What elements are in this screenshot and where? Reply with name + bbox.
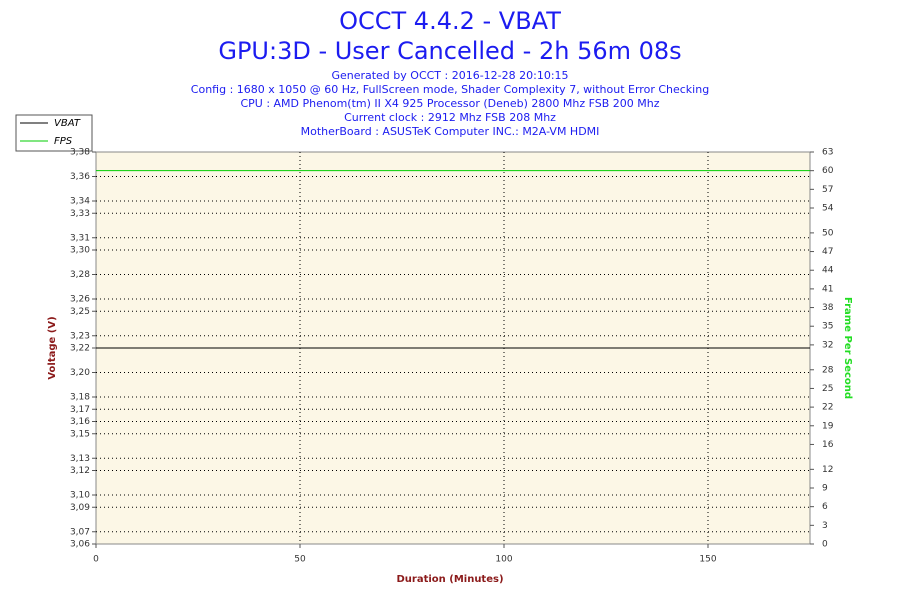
x-tick-label: 100 xyxy=(495,555,512,565)
y-tick-label: 3,20 xyxy=(70,368,90,378)
y2-tick-label: 41 xyxy=(822,284,833,294)
y2-tick-label: 47 xyxy=(822,247,833,257)
y2-tick-label: 38 xyxy=(822,303,834,313)
y-tick-label: 3,13 xyxy=(70,454,90,464)
y-tick-label: 3,06 xyxy=(70,540,90,550)
y-tick-label: 3,33 xyxy=(70,209,90,219)
legend xyxy=(15,114,93,152)
y2-tick-label: 22 xyxy=(822,403,833,413)
y-tick-label: 3,31 xyxy=(70,233,90,243)
y2-tick-label: 25 xyxy=(822,384,833,394)
info-line: Current clock : 2912 Mhz FSB 208 Mhz xyxy=(344,111,556,124)
y2-tick-label: 12 xyxy=(822,465,833,475)
info-line: MotherBoard : ASUSTeK Computer INC.: M2A… xyxy=(301,125,600,138)
legend-label: FPS xyxy=(54,136,73,147)
y2-tick-label: 57 xyxy=(822,185,833,195)
chart-title: OCCT 4.4.2 - VBAT xyxy=(339,7,561,35)
y-tick-label: 3,34 xyxy=(70,197,90,207)
y-tick-label: 3,16 xyxy=(70,417,90,427)
y-axis-label: Voltage (V) xyxy=(47,316,58,379)
y2-tick-label: 35 xyxy=(822,322,833,332)
x-tick-label: 150 xyxy=(699,555,716,565)
x-tick-label: 0 xyxy=(93,555,99,565)
info-line: Generated by OCCT : 2016-12-28 20:10:15 xyxy=(331,69,568,82)
y-tick-label: 3,26 xyxy=(70,295,90,305)
y-tick-label: 3,10 xyxy=(70,491,90,501)
y-tick-label: 3,17 xyxy=(70,405,90,415)
y-tick-label: 3,15 xyxy=(70,429,90,439)
y-tick-label: 3,22 xyxy=(70,344,90,354)
y-tick-label: 3,09 xyxy=(70,503,90,513)
y2-tick-label: 9 xyxy=(822,484,828,494)
y2-tick-label: 0 xyxy=(822,540,828,550)
info-line: CPU : AMD Phenom(tm) II X4 925 Processor… xyxy=(240,97,659,110)
legend-label: VBAT xyxy=(54,118,81,129)
y-tick-label: 3,18 xyxy=(70,393,90,403)
y-tick-label: 3,38 xyxy=(70,148,90,158)
y2-tick-label: 16 xyxy=(822,440,834,450)
y2-tick-label: 60 xyxy=(822,166,834,176)
y-tick-label: 3,25 xyxy=(70,307,90,317)
y-tick-label: 3,07 xyxy=(70,527,90,537)
y-tick-label: 3,28 xyxy=(70,270,90,280)
y-tick-label: 3,23 xyxy=(70,331,90,341)
chart-subtitle: GPU:3D - User Cancelled - 2h 56m 08s xyxy=(218,37,681,65)
x-axis-label: Duration (Minutes) xyxy=(396,574,503,585)
y2-tick-label: 19 xyxy=(822,421,834,431)
y2-tick-label: 44 xyxy=(822,266,834,276)
y2-tick-label: 63 xyxy=(822,148,833,158)
y-tick-label: 3,12 xyxy=(70,466,90,476)
y2-tick-label: 50 xyxy=(822,228,834,238)
x-tick-label: 50 xyxy=(294,555,306,565)
y2-tick-label: 3 xyxy=(822,521,828,531)
y2-tick-label: 54 xyxy=(822,204,834,214)
y2-axis-label: Frame Per Second xyxy=(842,297,853,399)
y2-tick-label: 32 xyxy=(822,340,833,350)
y-tick-label: 3,30 xyxy=(70,246,90,256)
y-tick-label: 3,36 xyxy=(70,172,90,182)
info-line: Config : 1680 x 1050 @ 60 Hz, FullScreen… xyxy=(191,83,709,96)
y2-tick-label: 28 xyxy=(822,365,834,375)
y2-tick-label: 6 xyxy=(822,502,828,512)
